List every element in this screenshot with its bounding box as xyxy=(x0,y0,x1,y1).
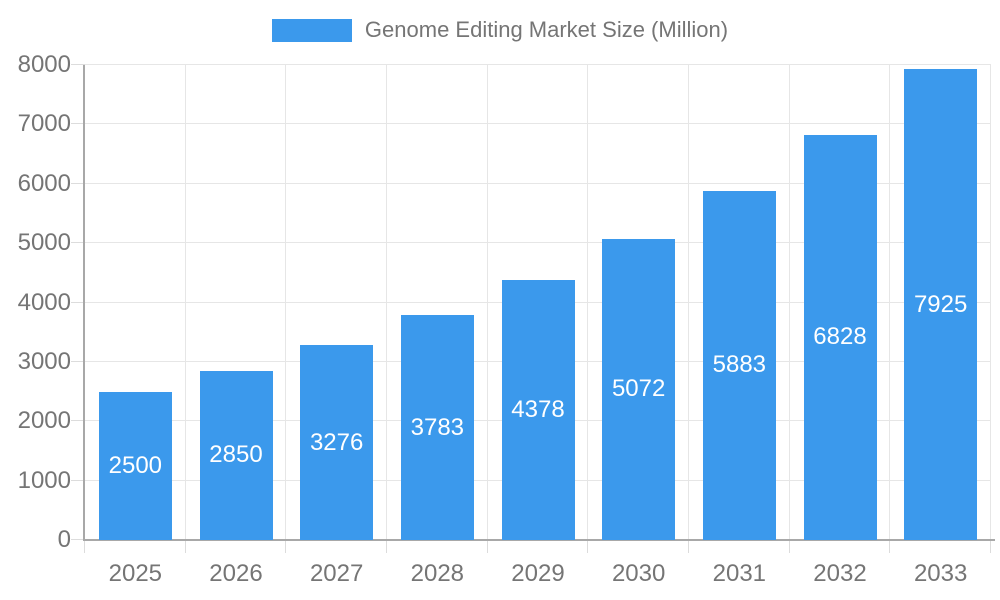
x-gridline xyxy=(184,65,186,540)
x-axis-tick xyxy=(889,540,891,553)
bar-value-label: 7925 xyxy=(913,290,968,318)
y-axis-tick xyxy=(71,539,85,540)
x-axis-label: 2032 xyxy=(813,560,867,587)
y-axis-label: 5000 xyxy=(17,229,71,257)
x-axis-line xyxy=(83,539,995,541)
y-axis-tick xyxy=(71,360,85,362)
bar[interactable]: 5072 xyxy=(602,238,676,540)
bar-value-label: 2500 xyxy=(108,451,163,479)
bar-value-label: 5072 xyxy=(611,375,666,403)
x-gridline xyxy=(990,65,991,540)
bar-value-label: 4378 xyxy=(511,396,565,424)
y-axis-label: 3000 xyxy=(17,347,71,375)
y-axis-tick xyxy=(71,182,85,184)
legend-swatch xyxy=(271,18,352,42)
y-axis-label: 2000 xyxy=(17,407,71,435)
y-axis-label: 0 xyxy=(57,526,71,553)
y-gridline xyxy=(85,182,991,184)
y-gridline xyxy=(85,242,991,244)
bar-value-label: 2850 xyxy=(209,441,263,469)
y-gridline xyxy=(85,123,991,125)
x-gridline xyxy=(486,65,488,540)
x-axis-tick xyxy=(788,540,790,553)
x-axis-label: 2029 xyxy=(511,560,565,587)
legend[interactable]: Genome Editing Market Size (Million) xyxy=(0,17,1000,43)
x-axis-label: 2025 xyxy=(108,560,163,587)
x-axis-tick xyxy=(285,540,287,553)
bar-value-label: 3783 xyxy=(410,413,465,441)
x-axis-label: 2027 xyxy=(309,560,364,587)
x-gridline xyxy=(587,65,589,540)
y-axis-tick xyxy=(71,64,85,65)
bar-value-label: 5883 xyxy=(712,351,767,379)
x-axis-tick xyxy=(386,540,387,553)
x-axis-label: 2026 xyxy=(209,560,263,587)
y-axis-tick xyxy=(71,123,85,125)
y-gridline xyxy=(85,64,991,65)
bar[interactable]: 2500 xyxy=(98,391,172,540)
bar[interactable]: 7925 xyxy=(904,69,978,540)
x-axis-tick xyxy=(587,540,589,553)
x-gridline xyxy=(688,65,689,540)
x-axis-tick xyxy=(84,540,85,553)
x-axis-label: 2031 xyxy=(712,560,767,587)
bar-value-label: 3276 xyxy=(309,428,364,456)
legend-label: Genome Editing Market Size (Million) xyxy=(364,17,729,42)
bar-value-label: 6828 xyxy=(813,323,867,351)
bar[interactable]: 3783 xyxy=(400,315,474,540)
x-axis-tick xyxy=(990,540,991,553)
bar[interactable]: 3276 xyxy=(300,345,374,540)
y-axis-label: 6000 xyxy=(17,169,71,197)
x-gridline xyxy=(788,65,790,540)
x-gridline xyxy=(386,65,387,540)
bar[interactable]: 6828 xyxy=(803,134,877,540)
y-axis-tick xyxy=(71,479,85,481)
x-axis-label: 2030 xyxy=(611,560,666,587)
x-axis-tick xyxy=(486,540,488,553)
y-axis-tick xyxy=(71,242,85,244)
y-axis-label: 4000 xyxy=(17,288,71,316)
x-gridline xyxy=(285,65,287,540)
y-axis-line xyxy=(83,65,85,540)
x-axis-label: 2033 xyxy=(913,560,968,587)
x-axis-label: 2028 xyxy=(410,560,465,587)
y-axis-label: 1000 xyxy=(17,466,71,494)
y-axis-label: 8000 xyxy=(17,51,71,78)
y-axis-label: 7000 xyxy=(17,110,71,138)
y-axis-tick xyxy=(71,301,85,303)
y-axis-tick xyxy=(71,420,85,422)
x-axis-tick xyxy=(688,540,689,553)
bar[interactable]: 5883 xyxy=(702,190,776,540)
bar[interactable]: 2850 xyxy=(199,370,273,540)
bar[interactable]: 4378 xyxy=(501,280,575,540)
x-gridline xyxy=(889,65,891,540)
x-axis-tick xyxy=(184,540,186,553)
